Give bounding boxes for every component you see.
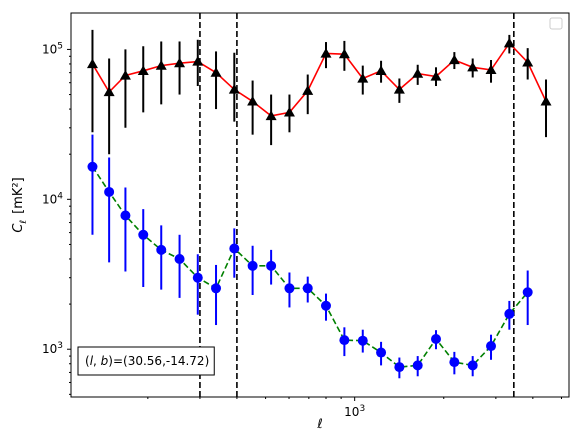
series-2-point [320, 300, 331, 311]
x-tick-label: 103 [344, 404, 365, 419]
annotation-text-part: )=(30.56,-14.72) [108, 354, 209, 368]
series-1-point [522, 56, 534, 67]
series-2-point [87, 161, 98, 172]
series-2-point [192, 272, 203, 283]
y-tick-label-exponent: 4 [57, 191, 63, 201]
y-tick-label: 105 [42, 41, 63, 56]
series-2-point [104, 186, 115, 197]
series-1-point [540, 95, 552, 106]
series-1-point [485, 64, 497, 75]
y-tick-label-exponent: 5 [57, 41, 63, 51]
series-2-point [357, 335, 368, 346]
annotation-text-part: b [101, 354, 109, 368]
series-1-point [192, 56, 204, 66]
y-axis-label-unit: [mK²] [11, 177, 26, 214]
series-1-point [338, 48, 350, 59]
series-1-point [302, 85, 314, 95]
series-1-point [247, 95, 259, 106]
y-tick-label-base: 10 [42, 42, 57, 56]
series-2-point [229, 243, 240, 254]
x-axis-label: ℓ [316, 417, 322, 432]
series-2-point [431, 333, 442, 344]
series-1-point [119, 70, 131, 80]
series-1-point [103, 86, 115, 97]
series-1-line [91, 41, 547, 117]
series-1-point [265, 110, 277, 121]
annotation-text-part: , [93, 354, 101, 368]
series-2-point [284, 283, 295, 294]
series-2-point [449, 357, 460, 368]
series-2-point [394, 362, 405, 373]
series-2-point [120, 210, 131, 221]
series-1-point [228, 84, 240, 94]
series-2-point [504, 308, 515, 319]
series-2-point [156, 244, 167, 255]
series-2-point [211, 283, 222, 294]
x-tick-label-base: 10 [344, 405, 359, 419]
y-tick-label-exponent: 3 [57, 341, 63, 351]
series-1-point [283, 106, 295, 117]
series-2-point [339, 335, 350, 346]
annotation-box [77, 346, 215, 376]
plot-area [86, 13, 552, 397]
series-2-point [247, 260, 258, 271]
series-1-point [320, 47, 332, 58]
y-tick-label: 104 [42, 191, 63, 206]
y-axis-label: Cℓ [mK²] [11, 177, 29, 232]
y-tick-label-base: 10 [42, 192, 57, 206]
series-1-point [503, 37, 515, 48]
series-1-point [155, 60, 167, 70]
axes-frame [70, 12, 570, 398]
series-1-point [357, 72, 369, 83]
series-2-point [138, 229, 149, 240]
series-1-point [412, 68, 424, 78]
y-tick-label: 103 [42, 341, 63, 356]
series-1-point [137, 65, 149, 75]
annotation-text-part: ( [85, 354, 90, 368]
series-1-point [393, 84, 405, 94]
series-1-point [448, 54, 460, 65]
y-tick-label-base: 10 [42, 342, 57, 356]
series-1-point [174, 57, 186, 68]
series-2-point [522, 287, 533, 298]
series-1-point [210, 67, 222, 77]
y-axis-label-sub: ℓ [19, 220, 29, 225]
series-1-point [467, 61, 479, 72]
series-2-point [302, 283, 313, 294]
annotation-text-part: l [90, 354, 94, 368]
series-1-point [430, 70, 442, 81]
series-2-point [174, 253, 185, 264]
legend-box [549, 17, 563, 30]
y-axis-label-main: C [11, 223, 26, 233]
annotation-text: (l, b)=(30.56,-14.72) [85, 354, 209, 368]
series-2-point [376, 347, 387, 358]
series-2-point [266, 260, 277, 271]
series-2-point [467, 360, 478, 371]
series-1-point [375, 65, 387, 75]
series-2-point [486, 341, 497, 352]
series-1-point [86, 58, 98, 69]
series-2-point [412, 360, 423, 371]
x-tick-label-exponent: 3 [359, 404, 365, 414]
